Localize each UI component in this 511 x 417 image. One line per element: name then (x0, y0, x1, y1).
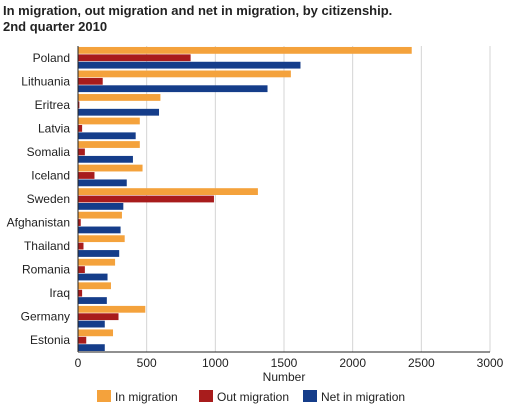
bar-in-migration (78, 46, 412, 54)
bar-net-in-migration (78, 155, 133, 163)
bar-out-migration (78, 77, 103, 85)
y-category-label: Iceland (31, 168, 70, 182)
y-category-label: Eritrea (35, 98, 71, 112)
bar-net-in-migration (78, 297, 107, 304)
x-tick-label: 2000 (339, 356, 366, 370)
y-category-label: Iraq (49, 286, 70, 300)
x-tick-label: 0 (75, 356, 82, 370)
bar-in-migration (78, 258, 116, 266)
bar-in-migration (78, 70, 291, 78)
x-tick-label: 500 (137, 356, 157, 370)
bar-in-migration (78, 164, 143, 172)
bar-in-migration (78, 141, 140, 148)
legend-label: In migration (115, 390, 178, 404)
y-category-label: Somalia (27, 145, 71, 159)
bar-out-migration (78, 172, 95, 179)
bar-net-in-migration (78, 132, 136, 140)
bar-net-in-migration (78, 344, 105, 352)
chart-title: In migration, out migration and net in m… (3, 3, 393, 18)
bar-out-migration (78, 219, 81, 226)
bar-net-in-migration (78, 85, 268, 93)
bar-net-in-migration (78, 320, 105, 328)
x-tick-label: 2500 (408, 356, 435, 370)
x-tick-label: 1000 (202, 356, 229, 370)
legend-label: Out migration (217, 390, 289, 404)
bar-net-in-migration (78, 179, 127, 187)
bar-in-migration (78, 188, 258, 195)
bar-in-migration (78, 282, 111, 290)
legend-swatch (199, 390, 213, 402)
y-category-label: Afghanistan (7, 216, 70, 230)
bar-in-migration (78, 329, 114, 337)
legend-label: Net in migration (321, 390, 405, 404)
bar-in-migration (78, 117, 140, 125)
x-axis-title: Number (263, 370, 306, 384)
bar-net-in-migration (78, 273, 108, 281)
legend-swatch (97, 390, 111, 402)
bar-in-migration (78, 211, 122, 219)
y-category-label: Lithuania (21, 74, 70, 88)
y-category-label: Sweden (27, 192, 70, 206)
legend-swatch (303, 390, 317, 402)
bar-out-migration (78, 313, 119, 321)
bar-out-migration (78, 242, 84, 250)
bar-net-in-migration (78, 108, 160, 116)
bar-out-migration (78, 148, 85, 156)
y-category-label: Poland (33, 51, 70, 65)
x-tick-label: 3000 (477, 356, 504, 370)
bar-out-migration (78, 195, 214, 203)
chart-subtitle: 2nd quarter 2010 (3, 19, 108, 34)
y-category-label: Germany (21, 310, 70, 324)
y-category-label: Thailand (24, 239, 70, 253)
bar-in-migration (78, 305, 146, 313)
x-tick-label: 1500 (271, 356, 298, 370)
bar-out-migration (78, 54, 191, 62)
bar-net-in-migration (78, 203, 124, 210)
bar-net-in-migration (78, 61, 301, 69)
bar-out-migration (78, 124, 83, 132)
bar-out-migration (78, 336, 87, 344)
bar-out-migration (78, 101, 80, 109)
bar-net-in-migration (78, 250, 120, 257)
y-category-label: Romania (22, 263, 70, 277)
bar-out-migration (78, 266, 85, 274)
bar-out-migration (78, 289, 83, 297)
bar-net-in-migration (78, 226, 121, 234)
y-category-label: Estonia (30, 333, 70, 347)
bar-in-migration (78, 94, 161, 101)
y-category-label: Latvia (38, 121, 70, 135)
bar-in-migration (78, 235, 125, 243)
